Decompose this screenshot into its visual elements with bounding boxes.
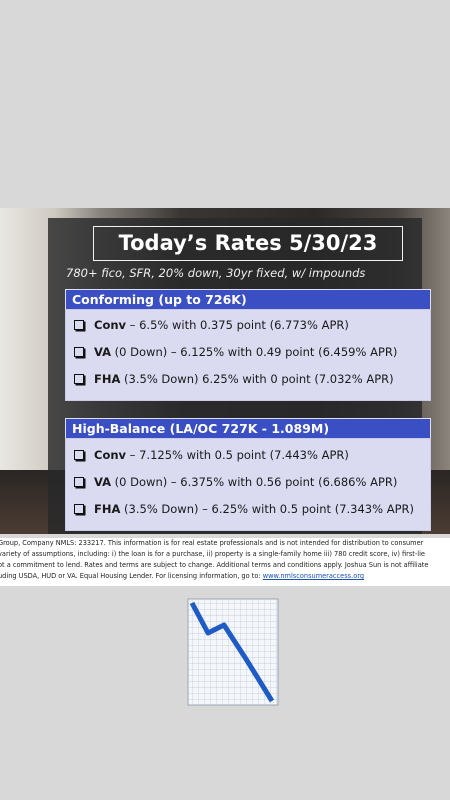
rate-text: (3.5% Down) – 6.25% with 0.5 point (7.34… [120,502,414,516]
section-header: High-Balance (LA/OC 727K - 1.089M) [65,418,431,439]
disclaimer-line: variety of assumptions, including: i) th… [0,550,425,558]
rate-text: – 7.125% with 0.5 point (7.443% APR) [126,448,349,462]
disclaimer-line: Group, Company NMLS: 233217. This inform… [0,539,424,547]
loan-type: Conv [94,448,127,462]
rate-item: VA (0 Down) – 6.375% with 0.56 point (6.… [74,475,397,489]
rate-item: Conv – 6.5% with 0.375 point (6.773% APR… [74,318,349,332]
checkbox [74,477,84,487]
rate-item: VA (0 Down) – 6.125% with 0.49 point (6.… [74,345,397,359]
rate-text: – 6.5% with 0.375 point (6.773% APR) [126,318,349,332]
section-header: Conforming (up to 726K) [65,289,431,310]
loan-type: VA [94,475,112,489]
section-body [65,438,431,531]
loan-type: VA [94,345,112,359]
checkbox [74,347,84,357]
loan-type: Conv [94,318,127,332]
title: Today’s Rates 5/30/23 [93,226,403,261]
link[interactable]: www.nmlsconsumeraccess.org [262,572,365,580]
checkbox [74,374,84,384]
checkbox [74,450,84,460]
disclaimer-text: uding USDA, HUD or VA. Equal Housing Len… [0,572,263,580]
disclaimer-line: ot a commitment to lend. Rates and terms… [0,561,429,569]
rate-item: FHA (3.5% Down) – 6.25% with 0.5 point (… [74,502,414,516]
rate-item: Conv – 7.125% with 0.5 point (7.443% APR… [74,448,349,462]
rate-text: (3.5% Down) 6.25% with 0 point (7.032% A… [120,372,394,386]
disclaimer-line: uding USDA, HUD or VA. Equal Housing Len… [0,572,364,580]
rate-text: (0 Down) – 6.375% with 0.56 point (6.686… [111,475,398,489]
subtitle: 780+ fico, SFR, 20% down, 30yr fixed, w/… [66,266,366,280]
rate-item: FHA (3.5% Down) 6.25% with 0 point (7.03… [74,372,394,386]
loan-type: FHA [94,502,121,516]
loan-type: FHA [94,372,121,386]
chart-decreasing-icon [187,598,279,706]
section-body [65,309,431,401]
rate-text: (0 Down) – 6.125% with 0.49 point (6.459… [111,345,398,359]
checkbox [74,504,84,514]
checkbox [74,320,84,330]
disclaimer: Group, Company NMLS: 233217. This inform… [0,538,450,586]
